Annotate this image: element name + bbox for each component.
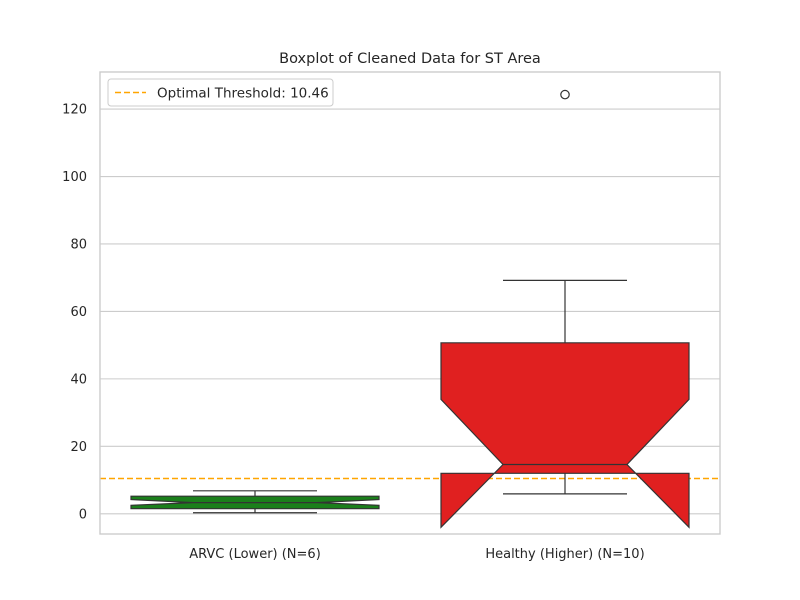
x-tick-label: ARVC (Lower) (N=6) <box>189 547 321 562</box>
axis-layer: 0 20 40 60 80 100 120 ARVC (Lower) (N=6) Healthy… <box>62 71 721 562</box>
outlier-point <box>560 89 570 100</box>
y-tick-label: 40 <box>70 372 87 387</box>
y-tick-label: 80 <box>70 237 87 252</box>
legend-threshold-label: Optimal Threshold: 10.46 <box>157 86 329 102</box>
y-tick-label: 0 <box>79 507 87 522</box>
box-layer <box>130 89 690 529</box>
y-tick-label: 60 <box>70 305 87 320</box>
grid-lines <box>100 108 720 515</box>
plot-frame <box>99 71 721 535</box>
y-tick-label: 20 <box>70 440 87 455</box>
legend: Optimal Threshold: 10.46 <box>107 78 334 107</box>
x-tick-label: Healthy (Higher) (N=10) <box>485 547 644 562</box>
box-body <box>440 342 690 529</box>
legend-box <box>107 78 334 107</box>
y-tick-label: 120 <box>62 103 87 118</box>
chart-title: Boxplot of Cleaned Data for ST Area <box>279 51 541 67</box>
y-tick-label: 100 <box>62 170 87 185</box>
